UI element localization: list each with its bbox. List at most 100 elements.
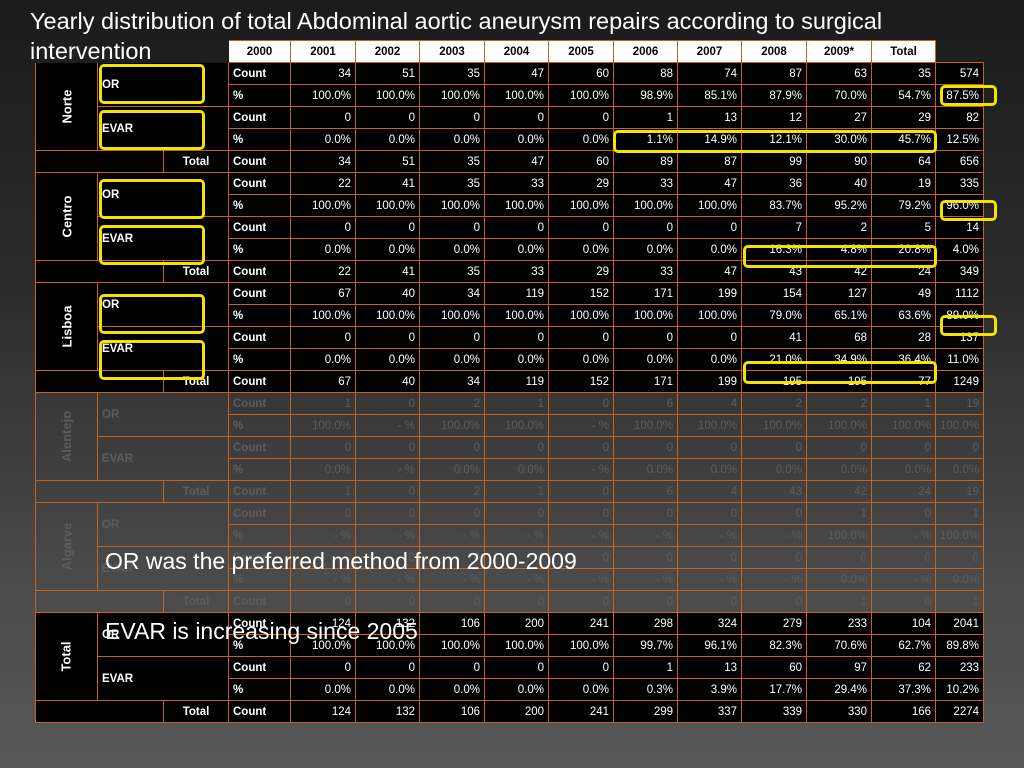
value-cell: 63.6%	[871, 304, 936, 327]
value-cell: 0.0%	[677, 348, 742, 371]
value-cell: 0	[355, 590, 420, 613]
value-cell: 0	[548, 216, 614, 239]
value-cell: 0.0%	[741, 458, 807, 481]
value-cell: 16.3%	[741, 238, 807, 261]
value-cell: 96.0%	[934, 194, 985, 217]
value-cell: 36.4%	[871, 348, 936, 371]
year-header: 2006	[613, 40, 678, 63]
value-cell: - %	[548, 524, 614, 547]
value-cell: 6	[613, 392, 678, 415]
value-cell: 7	[741, 216, 807, 239]
region-label: Lisboa	[35, 282, 98, 371]
header-row: 2000 2001 2002 2003 2004 2005 2006 2007 …	[36, 40, 984, 63]
value-cell: 0	[613, 216, 678, 239]
value-cell: - %	[677, 524, 742, 547]
value-cell: 199	[677, 282, 742, 305]
value-cell: 0.0%	[419, 678, 485, 701]
value-cell: 0	[871, 546, 936, 569]
stat-label: Count	[228, 590, 291, 613]
value-cell: 0.0%	[290, 458, 356, 481]
value-cell: 19	[934, 392, 985, 415]
value-cell: 330	[806, 700, 872, 723]
value-cell: - %	[290, 524, 356, 547]
aaa-repairs-table: 2000 2001 2002 2003 2004 2005 2006 2007 …	[35, 40, 985, 723]
value-cell: 0.0%	[677, 238, 742, 261]
value-cell: 0.0%	[806, 458, 872, 481]
value-cell: 47	[677, 260, 742, 283]
value-cell: 51	[355, 62, 420, 85]
table-row: Total Count 22 41 35 33 29 33 47 43 42 24 349	[35, 260, 985, 283]
value-cell: 37.3%	[871, 678, 936, 701]
value-cell: 335	[934, 172, 985, 195]
value-cell: 100.0%	[806, 414, 872, 437]
region-label: Algarve	[35, 502, 98, 591]
value-cell: 0.0%	[290, 348, 356, 371]
value-cell: 0	[548, 326, 614, 349]
value-cell: 4	[677, 480, 742, 503]
value-cell: 62	[871, 656, 936, 679]
value-cell: 21.0%	[741, 348, 807, 371]
value-cell: 96.1%	[677, 634, 742, 657]
value-cell: - %	[355, 524, 420, 547]
value-cell: 0.0%	[355, 238, 420, 261]
value-cell: 1249	[934, 370, 985, 393]
value-cell: 51	[355, 150, 420, 173]
value-cell: 35	[419, 150, 485, 173]
note-evar-increasing: EVAR is increasing since 2005	[105, 618, 418, 644]
value-cell: 100.0%	[548, 194, 614, 217]
value-cell: 43	[741, 480, 807, 503]
value-cell: 89.0%	[934, 304, 985, 327]
value-cell: 298	[613, 612, 678, 635]
value-cell: 0.0%	[484, 678, 549, 701]
value-cell: 0.0%	[290, 128, 356, 151]
region-label: Total	[35, 612, 98, 701]
value-cell: 0	[677, 590, 742, 613]
value-cell: 89.8%	[934, 634, 985, 657]
value-cell: 29	[871, 106, 936, 129]
table-row: % 100.0% 100.0% 100.0% 100.0% 100.0% 98.9% 85.1…	[36, 84, 985, 107]
value-cell: 241	[548, 700, 614, 723]
value-cell: 13	[677, 106, 742, 129]
value-cell: 28	[871, 326, 936, 349]
value-cell: 0	[677, 326, 742, 349]
value-cell: 14	[934, 216, 985, 239]
value-cell: 152	[548, 370, 614, 393]
total-label: Total	[163, 700, 229, 723]
value-cell: 100.0%	[548, 304, 614, 327]
value-cell: 0.0%	[613, 238, 678, 261]
value-cell: 0	[419, 502, 485, 525]
value-cell: 0	[290, 326, 356, 349]
value-cell: 0	[613, 546, 678, 569]
blank-cell	[35, 590, 164, 613]
value-cell: 12	[741, 106, 807, 129]
value-cell: 35	[871, 62, 936, 85]
value-cell: 41	[355, 260, 420, 283]
value-cell: 0	[548, 590, 614, 613]
value-cell: 100.0%	[613, 304, 678, 327]
value-cell: - %	[548, 414, 614, 437]
value-cell: 100.0%	[613, 414, 678, 437]
value-cell: 3.9%	[677, 678, 742, 701]
value-cell: - %	[871, 524, 936, 547]
value-cell: 2274	[934, 700, 985, 723]
value-cell: 40	[806, 172, 872, 195]
value-cell: 2	[419, 480, 485, 503]
blank-cell	[35, 150, 164, 173]
value-cell: 100.0%	[548, 634, 614, 657]
value-cell: 22	[290, 172, 356, 195]
method-label: EVAR	[97, 656, 229, 701]
value-cell: 154	[741, 282, 807, 305]
value-cell: 100.0%	[290, 634, 356, 657]
value-cell: 132	[355, 612, 420, 635]
method-label: OR	[97, 392, 229, 437]
stat-label: Count	[228, 546, 291, 569]
value-cell: 0.0%	[484, 458, 549, 481]
region-name: Norte	[58, 89, 74, 124]
value-cell: 82.3%	[741, 634, 807, 657]
value-cell: 0	[419, 106, 485, 129]
stat-label: %	[228, 678, 291, 701]
value-cell: 4.0%	[934, 238, 985, 261]
value-cell: 1	[934, 502, 985, 525]
value-cell: 79.2%	[871, 194, 936, 217]
value-cell: 10.2%	[934, 678, 985, 701]
